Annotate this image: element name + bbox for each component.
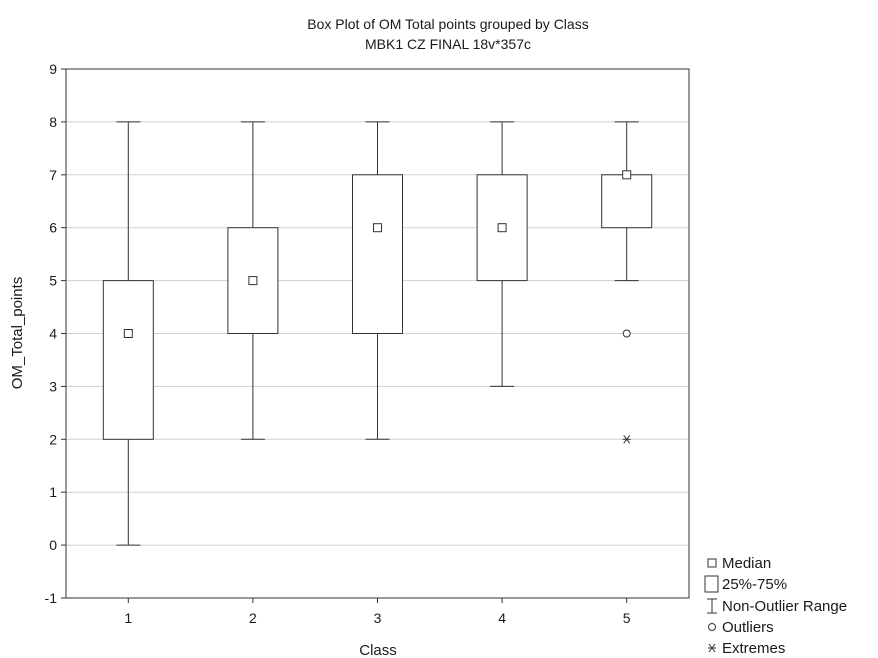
legend-label: Median: [722, 555, 771, 572]
legend-range-swatch: [707, 598, 717, 614]
boxes-group: [102, 121, 653, 546]
median-marker: [248, 276, 258, 286]
y-tick-label: 1: [49, 484, 57, 500]
legend-item-extremes: Extremes: [708, 640, 785, 657]
box-category-5: [601, 121, 653, 444]
x-tick-label: 2: [249, 610, 257, 626]
outlier-point: [622, 329, 631, 338]
legend-label: Outliers: [722, 619, 774, 636]
y-tick-label: 7: [49, 167, 57, 183]
y-tick-label: 0: [49, 537, 57, 553]
x-tick-label: 4: [498, 610, 506, 626]
iqr-box: [601, 174, 653, 229]
y-tick-label: 2: [49, 431, 57, 447]
median-marker: [622, 170, 632, 180]
median-marker: [373, 223, 382, 233]
y-tick-label: 4: [49, 326, 57, 342]
legend-item-outliers: Outliers: [708, 619, 774, 636]
y-tick-label: 9: [49, 61, 57, 77]
legend: Median 25%-75% Non-Outlier Range Outliers Ex…: [704, 555, 847, 657]
iqr-box: [352, 174, 403, 334]
y-tick-label: 6: [49, 220, 57, 236]
legend-item-median: Median: [707, 555, 771, 572]
x-axis: 1 2 3 4 5: [124, 598, 631, 626]
legend-label: 25%-75%: [722, 576, 787, 593]
box-category-2: [227, 121, 279, 440]
legend-item-box: 25%-75%: [704, 575, 787, 593]
legend-item-range: Non-Outlier Range: [707, 598, 847, 615]
legend-extreme-swatch: [708, 643, 716, 653]
extreme-stroke: [623, 434, 631, 444]
y-tick-label: 3: [49, 378, 57, 394]
legend-median-swatch: [707, 558, 717, 568]
chart-subtitle: MBK1 CZ FINAL 18v*357c: [365, 36, 531, 52]
x-tick-label: 5: [623, 610, 631, 626]
legend-label: Non-Outlier Range: [722, 598, 847, 615]
y-tick-label: 8: [49, 114, 57, 130]
y-tick-label: 5: [49, 273, 57, 289]
legend-extreme-stroke: [708, 643, 716, 653]
y-tick-label: -1: [45, 590, 58, 606]
y-axis: -1 0 1 2 3 4 5 6 7 8 9: [45, 61, 66, 606]
legend-outlier-swatch: [708, 623, 716, 631]
legend-label: Extremes: [722, 640, 785, 657]
x-tick-label: 1: [124, 610, 132, 626]
box-category-3: [352, 121, 403, 440]
legend-box-swatch: [704, 575, 719, 593]
box-category-4: [476, 121, 528, 387]
x-tick-label: 3: [374, 610, 382, 626]
median-marker: [497, 223, 507, 233]
box-category-1: [102, 121, 154, 546]
x-axis-label: Class: [359, 642, 397, 658]
y-axis-label: OM_Total_points: [9, 277, 26, 390]
iqr-box: [102, 280, 154, 440]
median-marker: [123, 329, 133, 338]
chart-title: Box Plot of OM Total points grouped by C…: [307, 16, 588, 32]
extreme-point: [622, 434, 631, 444]
